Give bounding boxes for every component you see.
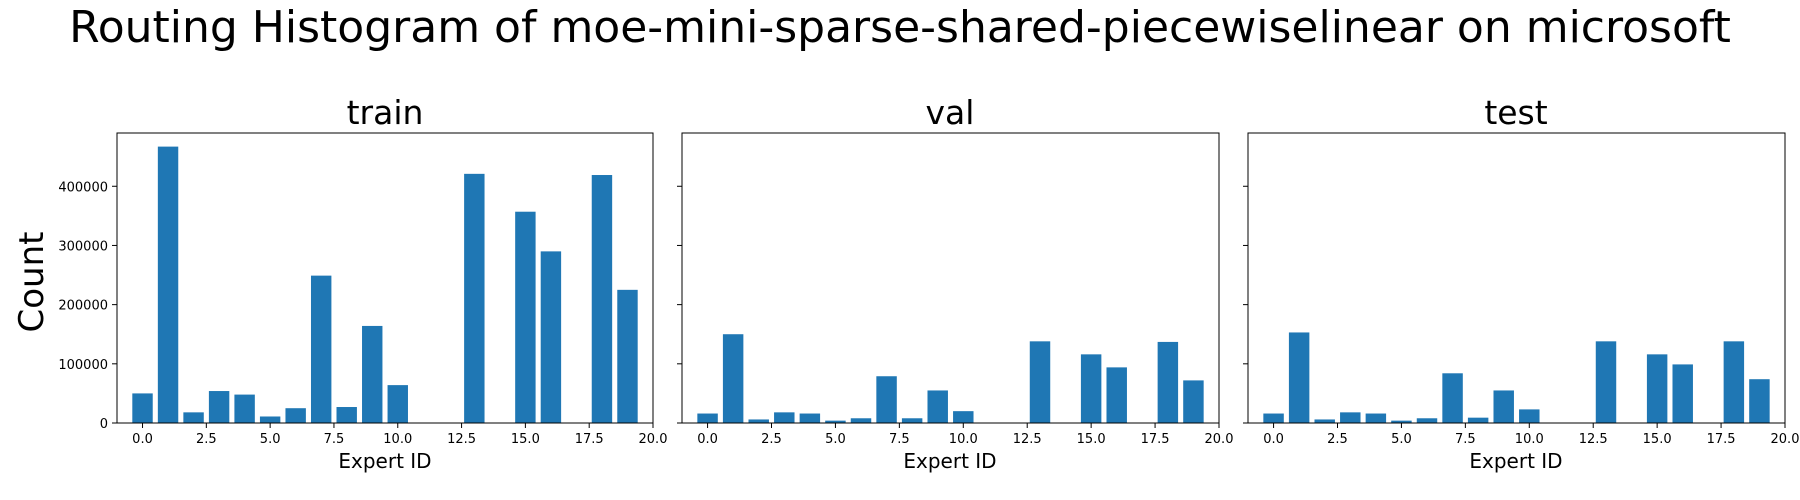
plot-area-val: 0.0 2.5 5.0 7.5 10.0 12.5 15.0 17.5 20.0 <box>677 132 1234 447</box>
train-bar-expert-16 <box>540 251 562 423</box>
train-y-tick-label: 400000 <box>58 180 108 195</box>
plot-area-train: 0.0 2.5 5.0 7.5 10.0 12.5 15.0 17.5 20.0 0 100000 2… <box>58 132 668 447</box>
test-x-tick-label: 5.0 <box>1391 432 1412 447</box>
val-bar-expert-15 <box>1080 354 1102 423</box>
train-bar-expert-4 <box>234 394 255 423</box>
val-bar-expert-1 <box>722 334 744 423</box>
test-x-tick-label: 2.5 <box>1327 432 1348 447</box>
x-axis-label-val: Expert ID <box>903 449 996 473</box>
val-bar-expert-2 <box>748 419 769 423</box>
val-bar-expert-7 <box>876 376 897 423</box>
val-bar-expert-16 <box>1106 367 1127 423</box>
val-x-tick-label: 17.5 <box>1141 432 1170 447</box>
subplot-title-test: test <box>1484 93 1547 132</box>
val-bar-expert-19 <box>1183 380 1204 423</box>
val-x-tick-label: 20.0 <box>1205 432 1234 447</box>
val-bar-expert-4 <box>799 413 821 423</box>
subplot-val: val 0.0 2.5 5.0 7.5 10.0 12.5 15.0 17.5 20.0 Exp… <box>677 93 1233 473</box>
train-y-tick-label: 0 <box>100 417 108 432</box>
val-x-tick-label: 0.0 <box>697 432 718 447</box>
val-bar-expert-5 <box>825 420 846 423</box>
subplot-title-train: train <box>347 93 424 132</box>
train-y-tick-label: 300000 <box>58 239 108 254</box>
test-x-tick-label: 7.5 <box>1455 432 1476 447</box>
test-bar-expert-4 <box>1365 413 1387 423</box>
train-x-tick-label: 0.0 <box>132 432 153 447</box>
test-bar-expert-0 <box>1263 413 1284 423</box>
test-bar-expert-19 <box>1749 379 1770 423</box>
val-bar-expert-9 <box>927 390 948 423</box>
test-bar-expert-13 <box>1595 341 1617 423</box>
train-bar-expert-18 <box>591 175 613 423</box>
train-bar-expert-10 <box>387 385 408 423</box>
train-x-tick-label: 5.0 <box>260 432 281 447</box>
train-bar-expert-5 <box>259 416 281 423</box>
train-bar-expert-15 <box>515 211 536 423</box>
val-bar-expert-18 <box>1157 341 1179 423</box>
test-x-tick-label: 10.0 <box>1515 432 1544 447</box>
train-bar-expert-0 <box>132 393 153 423</box>
train-x-tick-label: 2.5 <box>196 432 217 447</box>
val-x-tick-label: 10.0 <box>949 432 978 447</box>
train-x-tick-label: 20.0 <box>639 432 668 447</box>
val-bar-expert-13 <box>1029 341 1051 423</box>
test-bar-expert-16 <box>1672 364 1693 423</box>
x-axis-label-train: Expert ID <box>338 449 431 473</box>
train-bar-expert-3 <box>208 391 230 423</box>
val-x-tick-label: 2.5 <box>761 432 782 447</box>
test-bar-expert-7 <box>1442 373 1463 423</box>
test-x-tick-label: 20.0 <box>1771 432 1800 447</box>
val-bar-expert-6 <box>850 418 872 423</box>
val-bar-expert-8 <box>901 418 923 423</box>
subplot-test: test 0.0 2.5 5.0 7.5 10.0 12.5 15.0 17.5 20.0 Ex… <box>1243 93 1799 473</box>
test-x-tick-label: 17.5 <box>1707 432 1736 447</box>
train-x-tick-label: 7.5 <box>324 432 345 447</box>
test-bar-expert-10 <box>1519 409 1540 423</box>
plot-area-test: 0.0 2.5 5.0 7.5 10.0 12.5 15.0 17.5 20.0 <box>1243 132 1800 447</box>
val-x-tick-label: 15.0 <box>1077 432 1106 447</box>
val-x-tick-label: 5.0 <box>825 432 846 447</box>
test-x-tick-label: 0.0 <box>1263 432 1284 447</box>
val-x-tick-label: 7.5 <box>889 432 910 447</box>
train-bar-expert-13 <box>464 173 485 423</box>
test-bar-expert-3 <box>1340 412 1361 423</box>
train-bar-expert-2 <box>183 412 204 423</box>
figure-title: Routing Histogram of moe-mini-sparse-sha… <box>69 2 1731 53</box>
train-y-tick-label: 100000 <box>58 358 108 373</box>
train-bar-expert-19 <box>617 289 638 423</box>
shared-y-axis-label: Count <box>12 232 52 333</box>
val-bar-expert-0 <box>697 413 718 423</box>
val-bar-expert-3 <box>774 412 795 423</box>
train-bar-expert-8 <box>336 407 357 423</box>
train-bar-expert-9 <box>362 325 383 423</box>
test-x-tick-label: 12.5 <box>1579 432 1608 447</box>
val-bar-expert-10 <box>953 411 974 423</box>
subplot-train: train 0.0 2.5 5.0 7.5 10.0 12.5 15.0 17.5 20.0 0 1… <box>58 93 667 473</box>
val-x-tick-label: 12.5 <box>1013 432 1042 447</box>
train-x-tick-label: 17.5 <box>575 432 604 447</box>
test-bar-expert-1 <box>1288 332 1310 423</box>
train-y-tick-label: 200000 <box>58 299 108 314</box>
test-bar-expert-8 <box>1467 417 1489 423</box>
test-bar-expert-5 <box>1391 420 1412 423</box>
train-bar-expert-6 <box>285 408 306 423</box>
val-axes-frame <box>681 132 1220 424</box>
train-axes-frame <box>116 132 654 424</box>
test-bar-expert-2 <box>1314 419 1335 423</box>
x-axis-label-test: Expert ID <box>1469 449 1562 473</box>
test-bar-expert-9 <box>1493 390 1514 423</box>
subplot-title-val: val <box>926 93 975 132</box>
train-x-tick-label: 10.0 <box>383 432 412 447</box>
train-bar-expert-1 <box>157 146 179 424</box>
test-axes-frame <box>1247 132 1786 424</box>
test-bar-expert-18 <box>1723 341 1745 423</box>
train-x-tick-label: 12.5 <box>447 432 476 447</box>
test-bar-expert-15 <box>1646 354 1668 423</box>
test-x-tick-label: 15.0 <box>1643 432 1672 447</box>
test-bar-expert-6 <box>1416 418 1438 423</box>
train-x-tick-label: 15.0 <box>511 432 540 447</box>
train-bar-expert-7 <box>310 275 332 423</box>
